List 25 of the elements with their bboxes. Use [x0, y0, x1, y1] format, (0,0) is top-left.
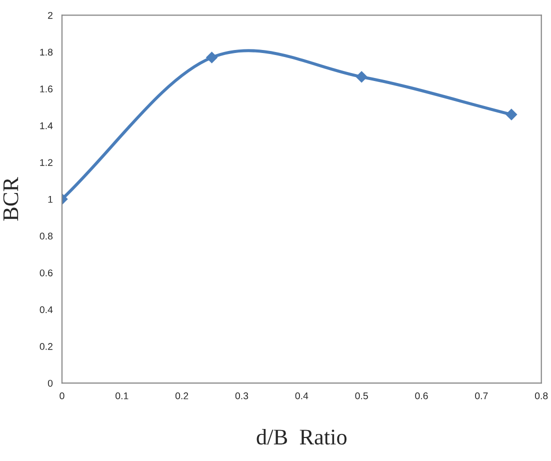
y-tick-label: 0.4	[40, 306, 53, 314]
x-tick-label: 0.1	[116, 392, 128, 400]
point	[206, 52, 218, 64]
y-tick-label: 0.6	[40, 269, 53, 276]
y-tick-label: 1.4	[40, 122, 53, 130]
y-tick-label: 1.6	[40, 86, 53, 92]
x-tick-label: 0.5	[355, 392, 368, 400]
y-tick-label: 0.8	[40, 232, 53, 240]
point	[356, 71, 368, 82]
x-tick-label: 0.4	[295, 392, 308, 400]
x-tick-label: 0.6	[415, 392, 428, 400]
y-axis-title: BCR	[3, 176, 18, 221]
y-tick-label: 0	[48, 380, 53, 387]
x-tick-label: 0.8	[534, 392, 548, 400]
x-axis-title: d/B Ratio	[256, 428, 347, 445]
y-tick-label: 2	[48, 12, 52, 19]
x-tick-label: 0.3	[235, 392, 248, 400]
x-tick-label: 0	[60, 392, 64, 400]
y-tick-label: 1.2	[40, 159, 52, 166]
x-tick-label: 0.7	[475, 392, 488, 400]
point	[506, 108, 518, 120]
y-tick-label: 0.2	[40, 343, 52, 350]
y-tick-label: 1	[48, 196, 52, 203]
x-tick-label: 0.2	[175, 392, 188, 400]
y-tick-label: 1.8	[40, 48, 53, 56]
